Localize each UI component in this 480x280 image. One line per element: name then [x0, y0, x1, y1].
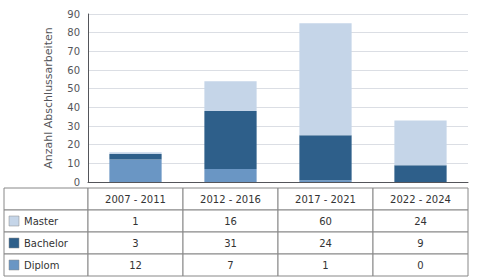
svg-text:Diplom: Diplom [24, 260, 59, 271]
svg-text:Bachelor: Bachelor [24, 238, 69, 249]
svg-text:0: 0 [74, 177, 80, 188]
svg-text:24: 24 [319, 238, 332, 249]
svg-text:60: 60 [319, 216, 332, 227]
svg-text:10: 10 [67, 158, 80, 169]
svg-text:2012 - 2016: 2012 - 2016 [200, 194, 261, 205]
svg-text:2017 - 2021: 2017 - 2021 [295, 194, 356, 205]
svg-text:9: 9 [417, 238, 423, 249]
svg-text:24: 24 [414, 216, 427, 227]
svg-text:16: 16 [224, 216, 237, 227]
svg-text:2022 - 2024: 2022 - 2024 [390, 194, 451, 205]
svg-text:1: 1 [132, 216, 138, 227]
svg-text:7: 7 [227, 260, 233, 271]
svg-text:60: 60 [67, 65, 80, 76]
svg-text:3: 3 [132, 238, 138, 249]
svg-text:20: 20 [67, 139, 80, 150]
svg-text:80: 80 [67, 27, 80, 38]
svg-text:2007 - 2011: 2007 - 2011 [105, 194, 166, 205]
svg-text:12: 12 [129, 260, 142, 271]
svg-text:50: 50 [67, 83, 80, 94]
svg-text:0: 0 [417, 260, 423, 271]
svg-text:70: 70 [67, 46, 80, 57]
svg-text:Anzahl Abschlussarbeiten: Anzahl Abschlussarbeiten [42, 27, 55, 168]
svg-text:1: 1 [322, 260, 328, 271]
svg-text:40: 40 [67, 102, 80, 113]
svg-text:Master: Master [24, 216, 59, 227]
svg-text:31: 31 [224, 238, 237, 249]
svg-text:90: 90 [67, 9, 80, 20]
svg-text:30: 30 [67, 121, 80, 132]
